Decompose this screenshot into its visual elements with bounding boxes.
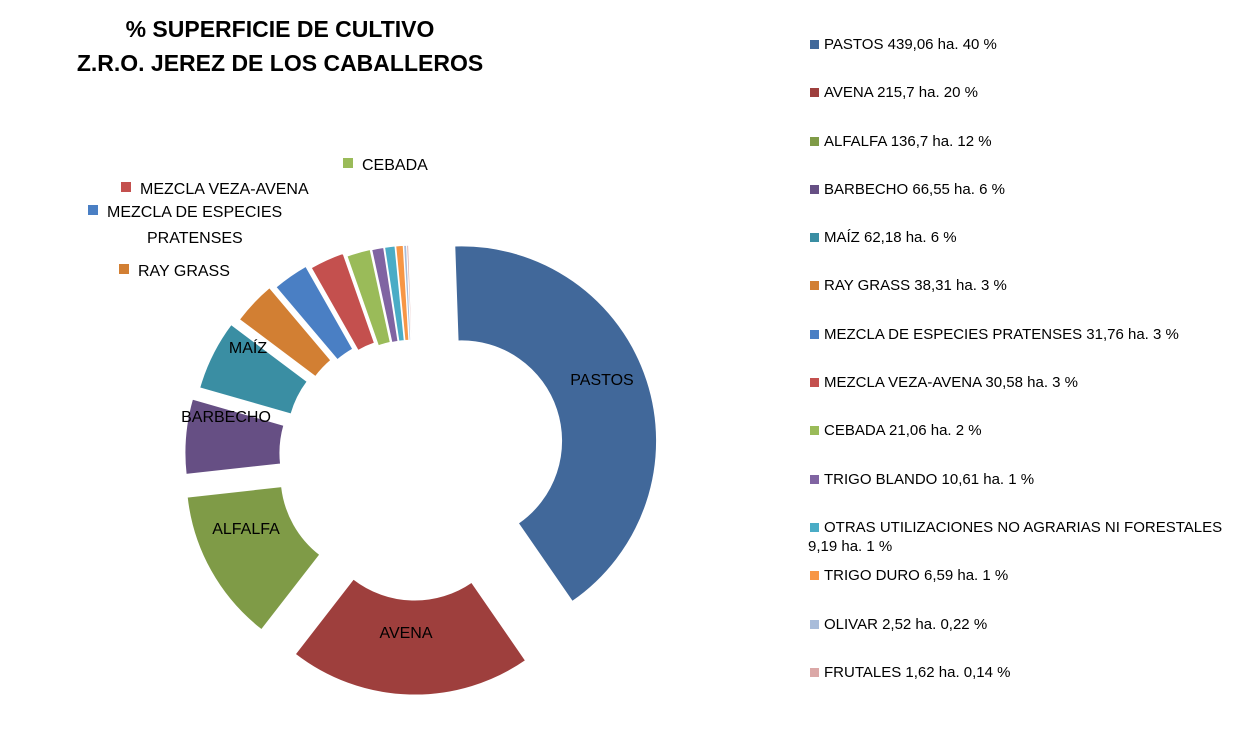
donut-chart: PASTOS AVENA ALFALFA BARBECHO MAÍZ RAY GRASS M… xyxy=(88,157,657,696)
legend-label-4: MAÍZ 62,18 ha. 6 % xyxy=(824,229,957,247)
legend-label-1: AVENA 215,7 ha. 20 % xyxy=(824,84,978,102)
slice-label-4: MAÍZ xyxy=(229,338,267,357)
donut-slice-7 xyxy=(310,252,376,352)
slice-label-1: AVENA xyxy=(379,625,432,642)
legend-item-11: TRIGO DURO 6,59 ha. 1 % xyxy=(808,561,1233,609)
slice-label-swatch-6 xyxy=(88,205,98,215)
legend-label-9: TRIGO BLANDO 10,61 ha. 1 % xyxy=(824,470,1035,488)
donut-slice-2 xyxy=(186,486,321,631)
legend-label-3: BARBECHO 66,55 ha. 6 % xyxy=(824,180,1005,198)
legend-swatch-0 xyxy=(810,40,819,49)
legend-swatch-3 xyxy=(810,184,819,194)
slice-label-3: BARBECHO xyxy=(181,409,271,426)
slice-label-0: PASTOS xyxy=(570,372,633,389)
donut-slice-1 xyxy=(294,578,527,696)
donut-slice-6 xyxy=(275,265,354,361)
donut-slice-8 xyxy=(346,248,391,347)
donut-slice-0 xyxy=(454,245,657,603)
legend-item-1: AVENA 215,7 ha. 20 % xyxy=(808,78,1233,126)
slice-label-7: MEZCLA VEZA-AVENA xyxy=(140,181,309,198)
slice-label-swatch-7 xyxy=(121,182,131,192)
legend-item-2: ALFALFA 136,7 ha. 12 % xyxy=(808,127,1233,175)
legend-label-7: MEZCLA VEZA-AVENA 30,58 ha. 3 % xyxy=(824,374,1079,392)
legend-swatch-13 xyxy=(810,667,819,677)
donut-slice-4 xyxy=(199,323,308,415)
donut-slice-3 xyxy=(184,398,285,475)
legend-label-5: RAY GRASS 38,31 ha. 3 % xyxy=(824,277,1007,295)
legend-label-6: MEZCLA DE ESPECIES PRATENSES 31,76 ha. 3… xyxy=(824,325,1179,343)
legend-swatch-10 xyxy=(810,522,819,532)
legend-swatch-7 xyxy=(810,378,819,388)
legend-label-11: TRIGO DURO 6,59 ha. 1 % xyxy=(824,567,1009,585)
legend-item-13: FRUTALES 1,62 ha. 0,14 % xyxy=(808,658,1233,706)
legend-swatch-2 xyxy=(810,136,819,146)
legend-swatch-4 xyxy=(810,233,819,243)
slice-label-5: RAY GRASS xyxy=(138,263,230,280)
legend-swatch-5 xyxy=(810,281,819,291)
legend-swatch-11 xyxy=(810,571,819,581)
chart-title: % SUPERFICIE DE CULTIVO Z.R.O. JEREZ DE … xyxy=(40,12,520,80)
legend-item-0: PASTOS 439,06 ha. 40 % xyxy=(808,30,1233,78)
donut-slice-10 xyxy=(383,245,405,342)
legend-swatch-9 xyxy=(810,474,819,484)
slice-label-swatch-8 xyxy=(343,158,353,168)
donut-slice-9 xyxy=(371,246,399,344)
legend-swatch-6 xyxy=(810,329,819,339)
legend-label-0: PASTOS 439,06 ha. 40 % xyxy=(824,36,997,53)
legend-swatch-8 xyxy=(810,426,819,436)
legend-label-2: ALFALFA 136,7 ha. 12 % xyxy=(824,132,992,150)
legend-item-7: MEZCLA VEZA-AVENA 30,58 ha. 3 % xyxy=(808,368,1233,416)
legend-item-12: OLIVAR 2,52 ha. 0,22 % xyxy=(808,610,1233,658)
legend-swatch-12 xyxy=(810,619,819,629)
chart-title-line-2: Z.R.O. JEREZ DE LOS CABALLEROS xyxy=(76,50,484,76)
slice-label-swatch-5 xyxy=(119,264,129,274)
legend-label-10: OTRAS UTILIZACIONES NO AGRARIAS NI FORES… xyxy=(808,518,1223,555)
chart-title-line-1: % SUPERFICIE DE CULTIVO xyxy=(125,16,435,42)
legend-item-5: RAY GRASS 38,31 ha. 3 % xyxy=(808,271,1233,319)
slice-label-2: ALFALFA xyxy=(212,521,280,538)
legend-label-8: CEBADA 21,06 ha. 2 % xyxy=(824,422,982,440)
legend-item-6: MEZCLA DE ESPECIES PRATENSES 31,76 ha. 3… xyxy=(808,320,1233,368)
slice-label-8: CEBADA xyxy=(362,157,428,174)
slice-label-6: MEZCLA DE ESPECIES PRATENSES xyxy=(107,204,282,247)
legend-swatch-1 xyxy=(810,88,819,98)
chart-legend: PASTOS 439,06 ha. 40 % AVENA 215,7 ha. 20… xyxy=(808,30,1233,706)
donut-slice-5 xyxy=(238,287,332,378)
legend-label-13: FRUTALES 1,62 ha. 0,14 % xyxy=(824,663,1011,681)
legend-item-10: OTRAS UTILIZACIONES NO AGRARIAS NI FORES… xyxy=(808,513,1233,561)
legend-item-4: MAÍZ 62,18 ha. 6 % xyxy=(808,223,1233,271)
donut-slice-13 xyxy=(406,244,413,341)
legend-item-3: BARBECHO 66,55 ha. 6 % xyxy=(808,175,1233,223)
legend-label-12: OLIVAR 2,52 ha. 0,22 % xyxy=(824,615,988,633)
legend-item-9: TRIGO BLANDO 10,61 ha. 1 % xyxy=(808,465,1233,513)
legend-item-8: CEBADA 21,06 ha. 2 % xyxy=(808,416,1233,464)
